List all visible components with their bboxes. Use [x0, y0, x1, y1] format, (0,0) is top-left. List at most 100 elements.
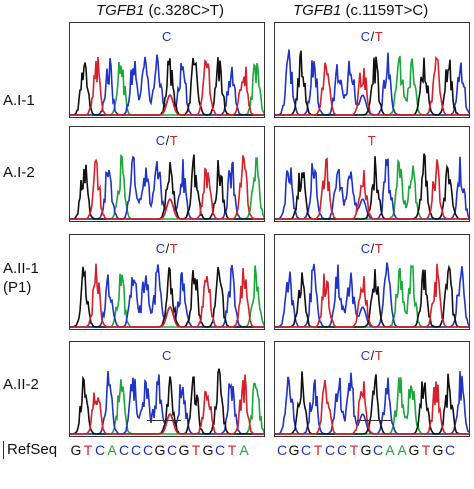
refseq-label: RefSeq	[3, 441, 57, 459]
refseq-left-sequence: G T C A C C CG CG T G C T A	[70, 442, 250, 458]
base-call-part: T	[374, 348, 384, 363]
base-call-label: C	[70, 348, 264, 363]
right-column-title: TGFB1 (c.1159T>C)	[293, 2, 428, 19]
row-label-1: A.I-1	[3, 91, 35, 110]
trace-svg	[70, 54, 264, 116]
refseq-base: T	[83, 442, 93, 458]
refseq-base: G	[408, 442, 420, 458]
refseq-base: C	[94, 442, 106, 458]
refseq-base: T	[313, 442, 323, 458]
base-call-label: C/T	[275, 241, 469, 256]
trace-t	[70, 56, 264, 116]
base-call-part: /	[370, 29, 375, 44]
chromatogram-a-i-1-right: C/T	[274, 22, 470, 118]
refseq-base: A	[107, 442, 117, 458]
base-call-part: /	[165, 133, 170, 148]
row-label-3-sub: (P1)	[3, 279, 32, 296]
refseq-base: C	[276, 442, 288, 458]
left-column-title: TGFB1 (c.328C>T)	[96, 2, 224, 19]
base-call-part: C	[162, 348, 172, 363]
trace-g	[70, 266, 264, 328]
left-gene-name: TGFB1	[96, 2, 145, 19]
refseq-base: A	[385, 442, 395, 458]
refseq-base: T	[349, 442, 359, 458]
base-call-part: C	[360, 348, 371, 363]
trace-t	[275, 55, 469, 116]
refseq-base: C	[166, 442, 178, 458]
chromatogram-a-ii-2-left: C	[69, 341, 265, 437]
refseq-right-sequence: CG C T C C T G C A A G T G C	[276, 442, 456, 458]
trace-svg	[275, 49, 469, 116]
refseq-base: G	[360, 442, 372, 458]
base-call-part: C	[155, 241, 166, 256]
row-label-4: A.II-2	[3, 375, 39, 394]
refseq-base: A	[397, 442, 407, 458]
base-call-part: T	[367, 133, 377, 148]
trace-g	[275, 371, 469, 435]
base-call-part: C	[155, 133, 166, 148]
chromatogram-a-i-2-right: T	[274, 126, 470, 222]
base-call-part: T	[169, 133, 179, 148]
trace-g	[275, 153, 469, 220]
trace-g	[275, 50, 469, 116]
refseq-base: C	[324, 442, 336, 458]
trace-svg	[275, 371, 469, 435]
chromatogram-a-i-2-left: C/T	[69, 126, 265, 222]
base-call-part: /	[370, 241, 375, 256]
refseq-base: C	[300, 442, 312, 458]
base-call-part: C	[162, 29, 172, 44]
trace-t	[70, 374, 264, 435]
variant-underline-left	[147, 420, 181, 421]
refseq-base: C	[142, 442, 154, 458]
refseq-base: G	[154, 442, 166, 458]
refseq-base: A	[239, 442, 249, 458]
base-call-part: T	[169, 241, 179, 256]
row-label-2-text: A.I-2	[3, 164, 35, 181]
base-call-label: C	[70, 29, 264, 44]
refseq-base: C	[444, 442, 456, 458]
refseq-base: G	[70, 442, 82, 458]
variant-underline-right	[357, 420, 391, 421]
left-variant: (c.328C>T)	[148, 2, 224, 19]
refseq-base: C	[130, 442, 142, 458]
trace-svg	[275, 153, 469, 220]
trace-svg	[70, 263, 264, 328]
base-call-part: T	[374, 241, 384, 256]
refseq-base: C	[118, 442, 130, 458]
row-label-2: A.I-2	[3, 163, 35, 182]
base-call-part: C	[360, 241, 371, 256]
right-gene-name: TGFB1	[293, 2, 342, 19]
row-label-3-text: A.II-1	[3, 260, 39, 277]
right-variant: (c.1159T>C)	[345, 2, 429, 19]
base-call-part: C	[360, 29, 371, 44]
row-label-4-text: A.II-2	[3, 376, 39, 393]
trace-t	[275, 379, 469, 435]
base-call-part: /	[370, 348, 375, 363]
refseq-base: G	[288, 442, 300, 458]
refseq-base: C	[372, 442, 384, 458]
base-call-part: T	[374, 29, 384, 44]
chromatogram-a-i-1-left: C	[69, 22, 265, 118]
base-call-label: C/T	[275, 29, 469, 44]
trace-t	[275, 157, 469, 220]
refseq-base: T	[227, 442, 237, 458]
refseq-base: T	[421, 442, 431, 458]
chromatogram-a-ii-1-left: C/T	[69, 234, 265, 330]
trace-t	[70, 155, 264, 220]
refseq-base: G	[432, 442, 444, 458]
trace-t	[275, 263, 469, 328]
trace-svg	[70, 368, 264, 435]
refseq-base: G	[178, 442, 190, 458]
base-call-label: C/T	[70, 133, 264, 148]
trace-g	[275, 264, 469, 328]
trace-g	[70, 154, 264, 220]
refseq-base: G	[202, 442, 214, 458]
chromatogram-a-ii-2-right: C/T	[274, 341, 470, 437]
row-label-3: A.II-1 (P1)	[3, 259, 39, 297]
base-call-label: C/T	[275, 348, 469, 363]
refseq-base: C	[214, 442, 226, 458]
trace-t	[70, 263, 264, 328]
row-label-1-text: A.I-1	[3, 92, 35, 109]
chromatogram-a-ii-1-right: C/T	[274, 234, 470, 330]
trace-svg	[70, 153, 264, 220]
